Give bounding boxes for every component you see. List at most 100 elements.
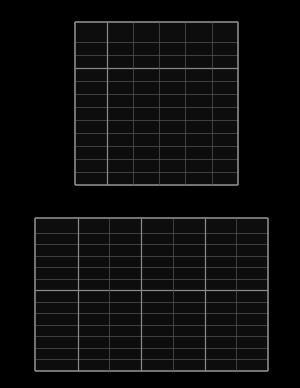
Bar [236,314,268,325]
Bar [35,256,78,267]
Bar [205,290,236,302]
Bar [35,244,78,256]
Bar [133,55,159,68]
Bar [236,290,268,302]
Bar [212,42,238,55]
Bar [173,256,205,267]
Bar [78,279,110,290]
Bar [236,256,268,267]
Bar [78,244,110,256]
Bar [205,325,236,336]
Bar [236,244,268,256]
Bar [141,233,173,244]
Bar [212,133,238,146]
Bar [236,360,268,371]
Bar [110,244,141,256]
Bar [107,81,133,94]
Bar [185,81,212,94]
Bar [35,336,78,348]
Bar [173,244,205,256]
Bar [212,68,238,81]
Bar [78,348,110,360]
Bar [141,325,173,336]
Bar [110,314,141,325]
Bar [185,120,212,133]
Bar [78,218,110,233]
Bar [35,325,78,336]
Bar [75,22,107,42]
Bar [185,94,212,107]
Bar [212,55,238,68]
Bar [75,133,107,146]
Bar [75,42,107,55]
Bar [205,336,236,348]
Bar [173,325,205,336]
Bar [173,314,205,325]
Bar [159,107,185,120]
Bar [35,218,78,233]
Bar [173,218,205,233]
Bar [75,68,107,81]
Bar [212,120,238,133]
Bar [35,290,78,302]
Bar [205,256,236,267]
Bar [133,133,159,146]
Bar [133,42,159,55]
Bar [107,68,133,81]
Bar [173,233,205,244]
Bar [107,22,133,42]
Bar [110,218,141,233]
Bar [141,336,173,348]
Bar [78,314,110,325]
Bar [173,279,205,290]
Bar [185,172,212,185]
Bar [141,302,173,314]
Bar [141,290,173,302]
Bar [110,336,141,348]
Bar [141,314,173,325]
Bar [35,279,78,290]
Bar [159,159,185,172]
Bar [133,68,159,81]
Bar [212,159,238,172]
Bar [159,94,185,107]
Bar [78,233,110,244]
Bar [133,172,159,185]
Bar [159,81,185,94]
Bar [35,233,78,244]
Bar [110,302,141,314]
Bar [133,107,159,120]
Bar [173,348,205,360]
Bar [110,279,141,290]
Bar [107,55,133,68]
Bar [107,42,133,55]
Bar [133,159,159,172]
Bar [35,348,78,360]
Bar [173,290,205,302]
Bar [35,267,78,279]
Bar [110,290,141,302]
Bar [133,120,159,133]
Bar [159,146,185,159]
Bar [185,42,212,55]
Bar [107,172,133,185]
Bar [78,290,110,302]
Bar [185,68,212,81]
Bar [212,107,238,120]
Bar [205,302,236,314]
Bar [78,325,110,336]
Bar [236,233,268,244]
Bar [75,55,107,68]
Bar [205,360,236,371]
Bar [236,336,268,348]
Bar [133,94,159,107]
Bar [75,94,107,107]
Bar [75,146,107,159]
Bar [185,55,212,68]
Bar [185,146,212,159]
Bar [173,336,205,348]
Bar [75,172,107,185]
Bar [159,55,185,68]
Bar [173,267,205,279]
Bar [110,325,141,336]
